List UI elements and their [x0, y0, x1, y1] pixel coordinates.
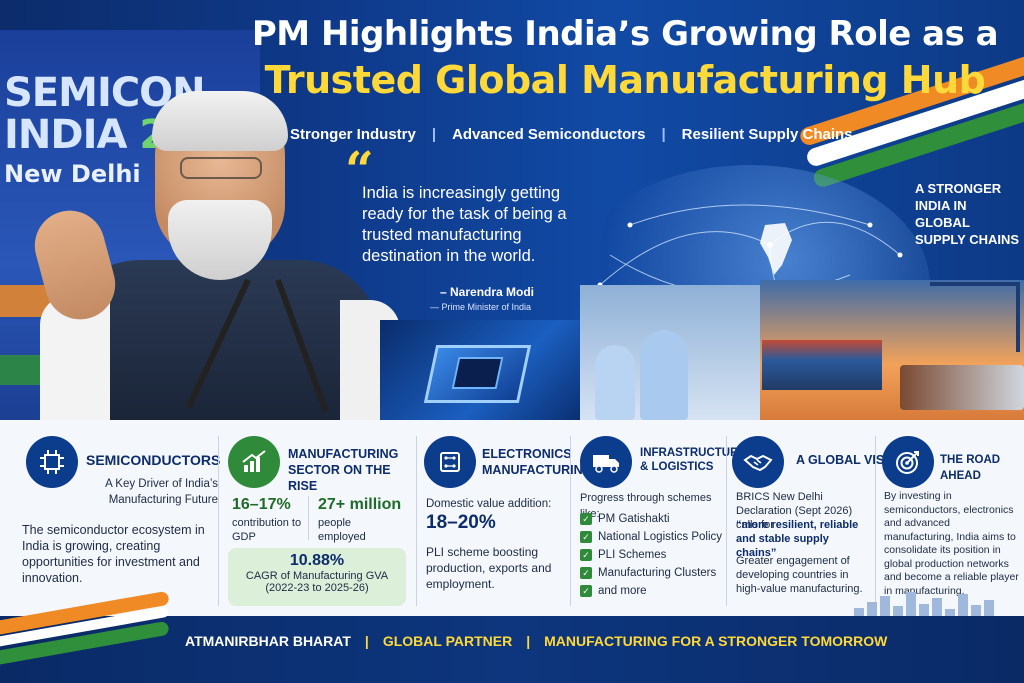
quote-text: India is increasingly getting ready for … — [362, 184, 567, 265]
declaration-text: BRICS New Delhi Declaration (Sept 2026) … — [736, 491, 853, 531]
list-item: ✓ National Logistics Policy — [580, 528, 722, 546]
card-title-manufacturing: MANUFACTURING SECTOR ON THE RISE — [288, 447, 399, 493]
cagr-value: 10.88% — [289, 552, 345, 569]
checkmark-icon: ✓ — [580, 567, 592, 579]
truck-icon — [580, 436, 632, 488]
separator: | — [431, 126, 437, 143]
footer-item: ATMANIRBHAR BHARAT — [185, 633, 351, 649]
cargo-ship — [762, 340, 882, 390]
quote-mark-icon: “ — [345, 140, 374, 199]
growth-chart-icon — [228, 436, 280, 488]
card-body: Greater engagement of developing countri… — [736, 555, 863, 595]
list-item: ✓ Manufacturing Clusters — [580, 564, 722, 582]
event-name-line2: INDIA — [4, 112, 140, 158]
employment-stat-value: 27+ million — [318, 496, 402, 513]
cagr-box: 10.88% CAGR of Manufacturing GVA (2022-2… — [228, 548, 406, 606]
target-icon — [882, 436, 934, 488]
india-map-shape — [760, 223, 792, 275]
footer-tagline: ATMANIRBHAR BHARAT | GLOBAL PARTNER | MA… — [185, 633, 887, 649]
checkmark-icon: ✓ — [580, 513, 592, 525]
city-skyline — [854, 590, 1014, 618]
info-cards — [0, 420, 1024, 616]
card-title-road-ahead: THE ROAD AHEAD — [940, 454, 1001, 482]
separator: | — [364, 633, 369, 649]
card-body: The semiconductor ecosystem in India is … — [22, 523, 205, 585]
card-title-electronics: ELECTRONICS MANUFACTURING — [482, 447, 593, 477]
hero-banner: SEMICON INDIA 2026 New Delhi — [0, 0, 1024, 420]
speaker-photo — [26, 91, 400, 420]
lab-worker — [640, 330, 688, 420]
gdp-stat-value: 16–17% — [232, 496, 291, 513]
separator: | — [526, 633, 531, 649]
subheadline: Stronger Industry | Advanced Semiconduct… — [290, 126, 853, 143]
footer-item: GLOBAL PARTNER — [382, 633, 513, 649]
gdp-stat-label: contribution to GDP — [232, 517, 302, 543]
checkmark-icon: ✓ — [580, 549, 592, 561]
subheadline-item: Advanced Semiconductors — [452, 126, 646, 143]
card-title-infrastructure: INFRASTRUCTURE & LOGISTICS — [640, 447, 747, 473]
cagr-period: (2022-23 to 2025-26) — [265, 582, 369, 594]
divider — [218, 436, 219, 606]
list-item: ✓ PLI Schemes — [580, 546, 722, 564]
checkmark-icon: ✓ — [580, 585, 592, 597]
footer-item: MANUFACTURING FOR A STRONGER TOMORROW — [544, 633, 888, 649]
divider — [416, 436, 417, 606]
checkmark-icon: ✓ — [580, 531, 592, 543]
card-body: By investing in semiconductors, electron… — [884, 490, 1019, 597]
declaration-quote: “more resilient, reliable and stable sup… — [736, 519, 859, 559]
circuit-board-icon — [424, 436, 476, 488]
quote-role: — Prime Minister of India — [430, 302, 532, 312]
handshake-icon — [732, 436, 784, 488]
footer-banner — [0, 616, 1024, 683]
cargo-truck — [900, 365, 1024, 410]
card-subtitle: A Key Driver of India’s Manufacturing Fu… — [105, 478, 218, 506]
headline-line1: PM Highlights India’s Growing Role as a — [251, 14, 999, 54]
divider — [308, 496, 309, 540]
event-city: New Delhi — [4, 160, 141, 188]
divider — [726, 436, 727, 606]
value-addition-label: Domestic value addition: — [426, 498, 552, 510]
headline-line2: Trusted Global Manufacturing Hub — [264, 58, 986, 102]
card-title-semiconductors: SEMICONDUCTORS — [86, 452, 221, 468]
port-crane — [930, 282, 1020, 352]
card-title-global-vision: A GLOBAL VISION — [796, 453, 907, 467]
value-addition-value: 18–20% — [426, 512, 496, 533]
cagr-label: CAGR of Manufacturing GVA — [245, 570, 389, 582]
divider — [570, 436, 571, 606]
divider — [875, 436, 876, 606]
list-item: ✓ PM Gatishakti — [580, 510, 722, 528]
list-item: ✓ and more — [580, 582, 722, 600]
supply-chain-label: A STRONGER INDIA IN GLOBAL SUPPLY CHAINS — [915, 181, 1020, 247]
employment-stat-label: people employed — [318, 517, 366, 543]
quote-author: – Narendra Modi — [440, 285, 535, 299]
subheadline-item: Stronger Industry — [290, 126, 416, 143]
card-body: PLI scheme boosting production, exports … — [426, 545, 552, 591]
schemes-list: ✓ PM Gatishakti ✓ National Logistics Polic… — [580, 510, 722, 600]
separator: | — [661, 126, 666, 143]
subheadline-item: Resilient Supply Chains — [681, 126, 853, 143]
chip-icon — [26, 436, 78, 488]
lab-worker — [595, 345, 635, 420]
